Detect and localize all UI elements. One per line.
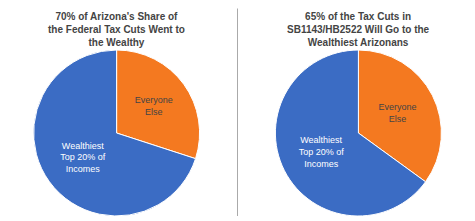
svg-text:EveryoneElse: EveryoneElse (378, 102, 416, 124)
svg-text:WealthiestTop 20% ofIncomes: WealthiestTop 20% ofIncomes (299, 135, 345, 168)
svg-text:WealthiestTop 20% ofIncomes: WealthiestTop 20% ofIncomes (60, 141, 106, 174)
svg-text:EveryoneElse: EveryoneElse (135, 95, 173, 117)
svg-text:65% of the Tax Cuts inSB1143/H: 65% of the Tax Cuts inSB1143/HB2522 Will… (287, 11, 430, 48)
svg-text:70% of Arizona's Share ofthe F: 70% of Arizona's Share ofthe Federal Tax… (48, 11, 185, 48)
